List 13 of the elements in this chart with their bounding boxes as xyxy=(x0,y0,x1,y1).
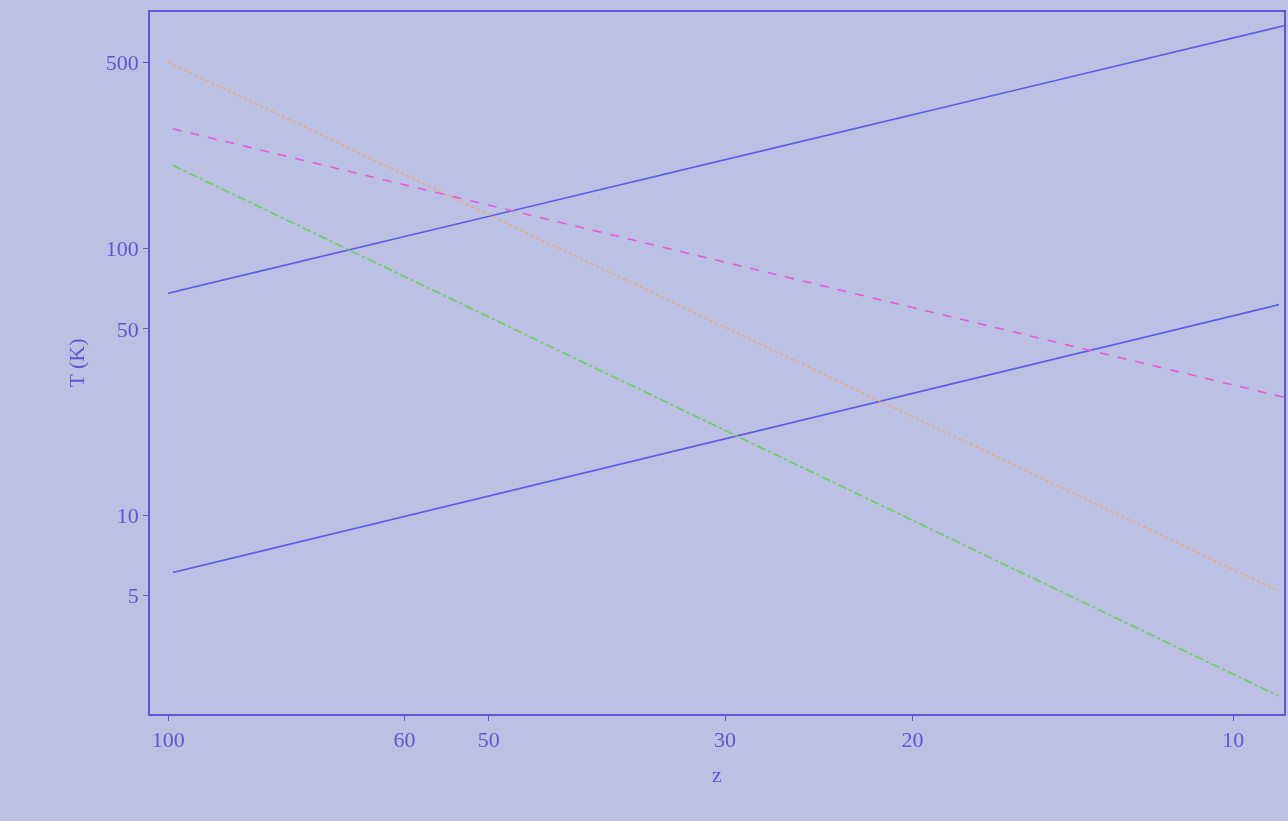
y-tick-label: 10 xyxy=(116,503,139,529)
x-tick-label: 60 xyxy=(393,727,416,753)
x-tick-label: 30 xyxy=(714,727,737,753)
y-tick-label: 500 xyxy=(105,49,139,75)
y-tick-label: 100 xyxy=(105,236,139,262)
x-axis-title: z xyxy=(712,761,723,787)
x-tick-label: 10 xyxy=(1222,727,1245,753)
x-tick-label: 20 xyxy=(901,727,924,753)
y-tick-label: 5 xyxy=(127,583,139,609)
y-axis-title: T (K) xyxy=(64,338,90,388)
x-tick-label: 50 xyxy=(477,727,500,753)
x-tick-label: 100 xyxy=(151,727,185,753)
y-tick-label: 50 xyxy=(116,316,139,342)
